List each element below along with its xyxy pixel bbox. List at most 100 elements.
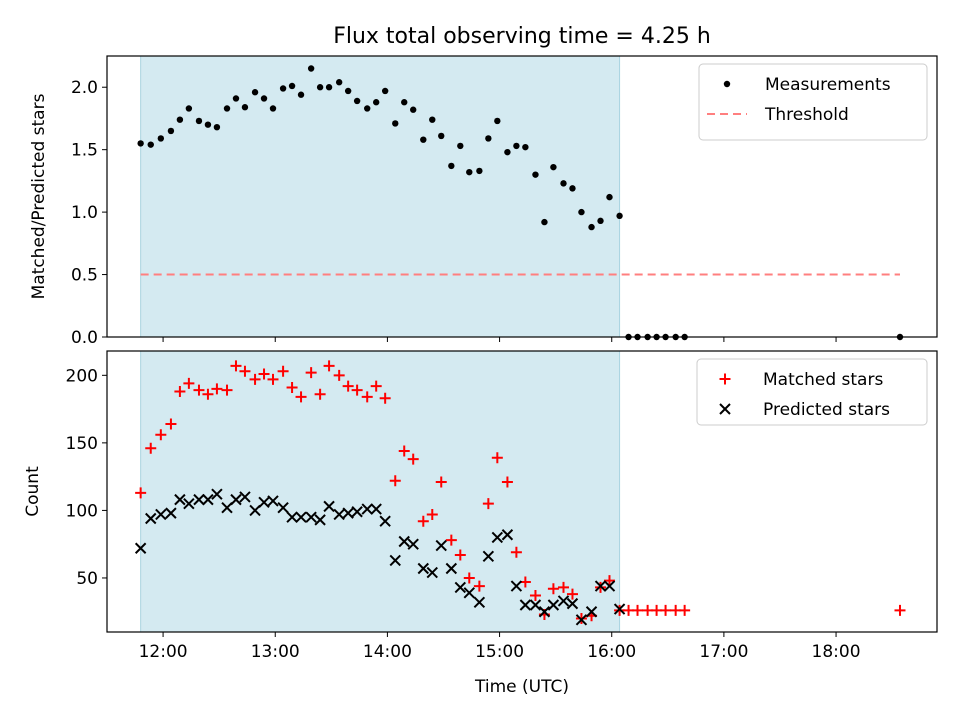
data-point xyxy=(333,369,345,381)
y-tick-label: 1.0 xyxy=(71,203,98,223)
data-point xyxy=(279,85,287,92)
legend-swatch xyxy=(719,403,731,415)
data-point xyxy=(193,493,205,506)
data-point xyxy=(894,604,906,616)
axes-frame xyxy=(106,350,938,633)
data-point xyxy=(269,105,277,112)
y-tick-label: 150 xyxy=(66,434,98,454)
data-point xyxy=(379,515,391,527)
data-point xyxy=(482,498,494,510)
data-point xyxy=(504,148,511,156)
data-point xyxy=(353,97,361,105)
x-tick-label: 13:00 xyxy=(251,642,300,662)
data-point xyxy=(277,365,289,377)
data-point xyxy=(426,566,438,579)
x-tick-label: 17:00 xyxy=(699,642,748,662)
data-point xyxy=(260,95,268,102)
data-point xyxy=(183,497,195,510)
y-axis-label: Count xyxy=(23,466,43,517)
legend-box xyxy=(698,63,928,141)
legend-box xyxy=(696,358,928,426)
data-point xyxy=(466,168,473,176)
data-point xyxy=(232,95,240,102)
data-point xyxy=(532,171,539,178)
data-point xyxy=(323,360,335,372)
data-point xyxy=(454,549,466,561)
data-point xyxy=(183,377,195,389)
data-point xyxy=(679,604,691,616)
data-point xyxy=(547,583,559,595)
data-point xyxy=(174,386,186,398)
legend-swatch xyxy=(719,373,731,385)
data-point xyxy=(286,381,298,393)
data-point xyxy=(155,429,167,441)
series-predicted-stars xyxy=(134,488,626,626)
data-point xyxy=(323,500,335,513)
data-point xyxy=(335,79,343,86)
data-point xyxy=(213,123,221,131)
bottom-panel-counts: 50 100 150 200 12:00 13:00 14:00 15:00 16:00 17:0… xyxy=(23,350,938,697)
data-point xyxy=(249,504,261,517)
data-point xyxy=(401,99,408,106)
data-point xyxy=(288,82,296,90)
observing-span xyxy=(140,351,620,632)
data-point xyxy=(193,384,205,396)
data-point xyxy=(482,550,495,563)
data-point xyxy=(165,418,177,430)
data-point xyxy=(547,599,560,611)
data-point xyxy=(558,581,569,593)
data-point xyxy=(379,392,391,404)
data-point xyxy=(134,542,147,554)
data-point xyxy=(660,604,672,616)
data-point xyxy=(566,588,578,600)
data-point xyxy=(522,143,529,151)
data-point xyxy=(473,596,486,608)
data-point xyxy=(157,135,165,142)
data-point xyxy=(429,116,436,123)
legend-label: Measurements xyxy=(765,75,891,95)
observing-span xyxy=(140,56,620,337)
data-point xyxy=(211,488,223,500)
data-point xyxy=(267,495,279,507)
data-point xyxy=(463,572,475,584)
legend-label: Threshold xyxy=(764,105,849,125)
legend: Measurements Threshold xyxy=(698,63,928,141)
data-point xyxy=(381,87,389,95)
data-point xyxy=(541,218,548,226)
data-point xyxy=(202,493,214,506)
y-tick-label: 0.5 xyxy=(71,266,98,286)
data-point xyxy=(145,442,157,454)
data-point xyxy=(176,116,184,123)
axes-frame xyxy=(106,55,938,338)
data-point xyxy=(585,606,598,618)
data-point xyxy=(616,212,623,220)
data-point xyxy=(174,493,186,506)
data-point xyxy=(398,445,410,457)
data-point xyxy=(529,590,541,602)
data-point xyxy=(435,476,447,488)
data-point xyxy=(569,185,576,192)
data-point xyxy=(513,142,520,150)
x-axis-label: Time (UTC) xyxy=(474,677,569,697)
data-point xyxy=(510,546,522,558)
data-point xyxy=(476,167,483,175)
data-point xyxy=(295,391,307,403)
legend-label: Matched stars xyxy=(763,370,883,390)
data-point xyxy=(351,384,363,396)
data-point xyxy=(398,535,410,548)
data-point xyxy=(307,65,315,72)
data-point xyxy=(258,496,270,509)
data-point xyxy=(314,514,326,526)
data-point xyxy=(519,599,532,611)
x-tick-label: 16:00 xyxy=(587,642,636,662)
data-point xyxy=(221,384,233,396)
data-point xyxy=(491,452,503,464)
data-point xyxy=(316,84,324,91)
data-point xyxy=(407,453,419,465)
data-point xyxy=(494,117,501,125)
data-point xyxy=(588,223,595,231)
data-point xyxy=(239,365,251,377)
data-point xyxy=(297,91,305,98)
y-tick-label: 0.0 xyxy=(71,328,98,348)
